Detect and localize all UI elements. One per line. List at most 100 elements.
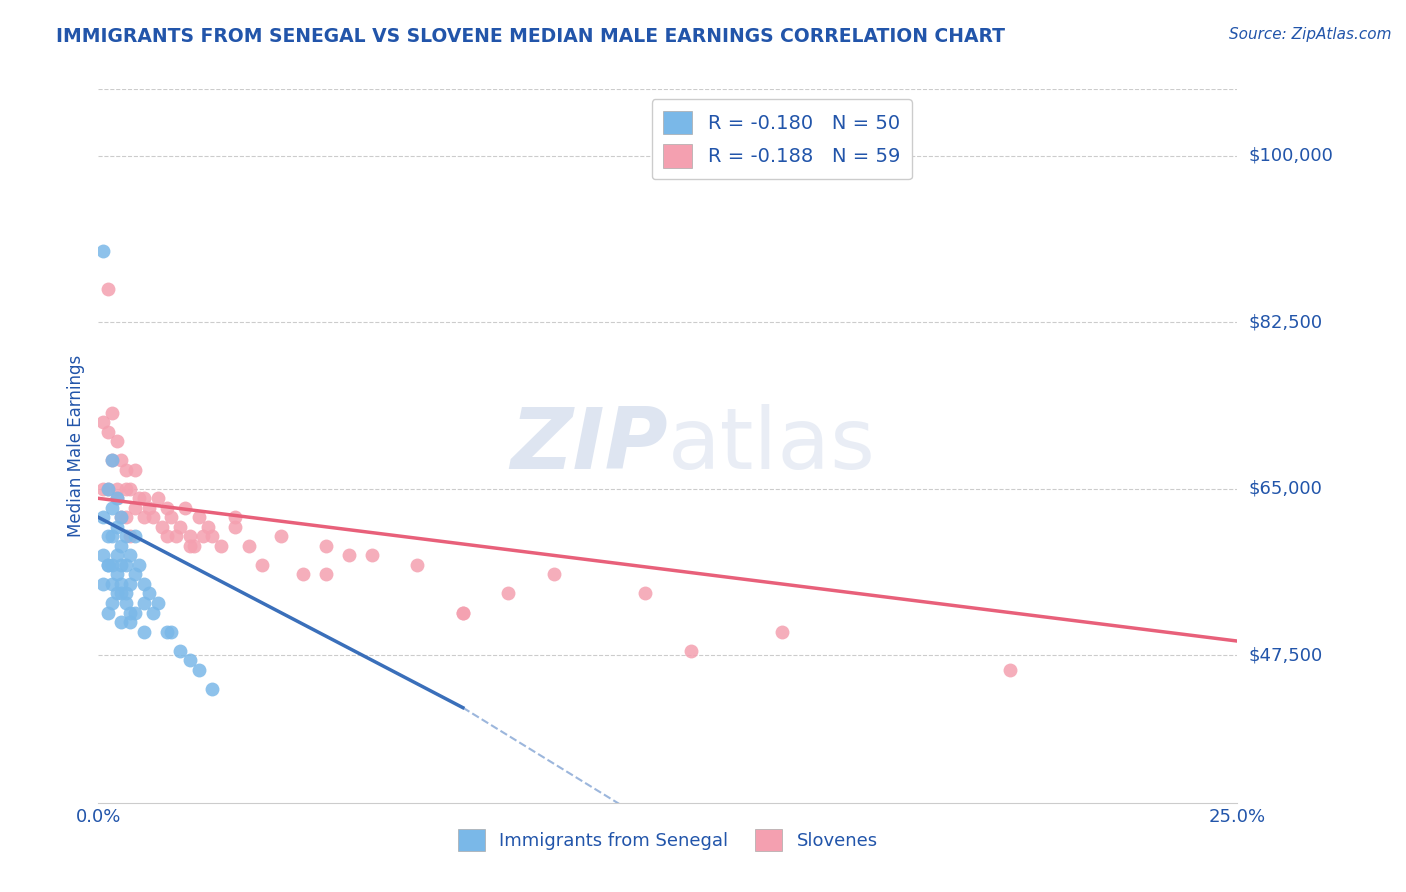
Point [128, 558, 150, 572]
Point [224, 510, 246, 524]
Point [91, 549, 114, 563]
Point [138, 500, 160, 515]
Point [124, 567, 146, 582]
Point [156, 529, 179, 543]
Point [187, 510, 209, 524]
Point [91, 244, 114, 258]
Point [96, 558, 118, 572]
Point [120, 606, 142, 620]
Point [998, 663, 1021, 677]
Point [96, 482, 118, 496]
Text: $100,000: $100,000 [1249, 147, 1333, 165]
Point [120, 482, 142, 496]
Point [238, 539, 260, 553]
Point [679, 643, 702, 657]
Point [101, 558, 124, 572]
Point [179, 539, 201, 553]
Point [252, 558, 274, 572]
Point [120, 529, 142, 543]
Point [187, 663, 209, 677]
Point [101, 529, 124, 543]
Point [543, 567, 565, 582]
Point [114, 510, 136, 524]
Point [114, 558, 136, 572]
Point [105, 520, 128, 534]
Point [146, 491, 169, 506]
Point [201, 681, 224, 696]
Legend: Immigrants from Senegal, Slovenes: Immigrants from Senegal, Slovenes [450, 822, 886, 858]
Point [360, 549, 382, 563]
Point [156, 624, 179, 639]
Point [197, 520, 219, 534]
Text: IMMIGRANTS FROM SENEGAL VS SLOVENE MEDIAN MALE EARNINGS CORRELATION CHART: IMMIGRANTS FROM SENEGAL VS SLOVENE MEDIA… [56, 27, 1005, 45]
Text: Source: ZipAtlas.com: Source: ZipAtlas.com [1229, 27, 1392, 42]
Point [132, 510, 155, 524]
Text: $65,000: $65,000 [1249, 480, 1322, 498]
Point [101, 500, 124, 515]
Point [101, 453, 124, 467]
Point [160, 510, 183, 524]
Point [770, 624, 793, 639]
Point [101, 577, 124, 591]
Point [193, 529, 215, 543]
Text: $82,500: $82,500 [1249, 313, 1323, 331]
Point [634, 586, 657, 600]
Point [110, 510, 132, 524]
Point [132, 491, 155, 506]
Point [174, 500, 197, 515]
Point [209, 539, 232, 553]
Point [156, 500, 179, 515]
Point [120, 615, 142, 629]
Point [124, 463, 146, 477]
Point [105, 482, 128, 496]
Point [96, 558, 118, 572]
Point [337, 549, 360, 563]
Point [114, 482, 136, 496]
Point [114, 529, 136, 543]
Point [96, 425, 118, 439]
Point [124, 500, 146, 515]
Point [150, 520, 173, 534]
Point [105, 491, 128, 506]
Point [110, 615, 132, 629]
Point [105, 567, 128, 582]
Point [101, 453, 124, 467]
Point [498, 586, 520, 600]
Point [132, 577, 155, 591]
Text: ZIP: ZIP [510, 404, 668, 488]
Point [142, 510, 165, 524]
Point [105, 434, 128, 449]
Point [292, 567, 315, 582]
Point [128, 491, 150, 506]
Point [315, 539, 337, 553]
Point [451, 606, 474, 620]
Point [91, 577, 114, 591]
Point [146, 596, 169, 610]
Point [96, 482, 118, 496]
Point [110, 539, 132, 553]
Point [114, 586, 136, 600]
Point [101, 406, 124, 420]
Point [110, 510, 132, 524]
Point [110, 558, 132, 572]
Point [91, 415, 114, 429]
Point [169, 520, 191, 534]
Point [179, 653, 201, 667]
Point [96, 606, 118, 620]
Point [105, 549, 128, 563]
Point [114, 596, 136, 610]
Point [224, 520, 246, 534]
Point [315, 567, 337, 582]
Point [110, 453, 132, 467]
Point [183, 539, 205, 553]
Point [132, 596, 155, 610]
Point [110, 577, 132, 591]
Y-axis label: Median Male Earnings: Median Male Earnings [66, 355, 84, 537]
Point [114, 463, 136, 477]
Point [406, 558, 429, 572]
Point [91, 482, 114, 496]
Point [101, 596, 124, 610]
Text: $47,500: $47,500 [1249, 647, 1323, 665]
Point [96, 282, 118, 296]
Point [132, 624, 155, 639]
